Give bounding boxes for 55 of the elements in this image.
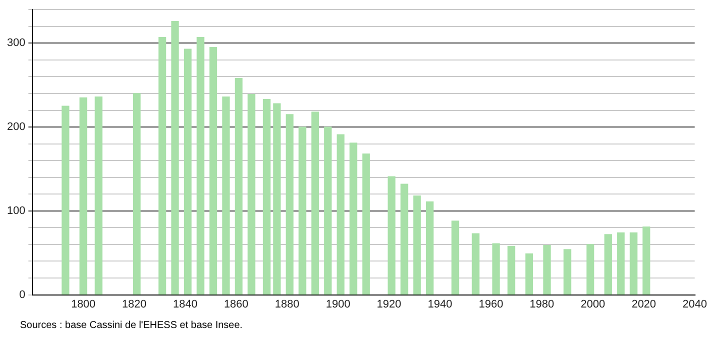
bar <box>171 21 179 295</box>
bar <box>298 126 306 295</box>
bar <box>525 253 533 295</box>
bar <box>564 249 572 295</box>
bar <box>222 96 230 295</box>
x-tick-label: 1800 <box>71 298 96 310</box>
bar <box>451 220 460 295</box>
x-tick-label: 1920 <box>376 298 402 310</box>
y-tick-label: 100 <box>6 204 26 217</box>
bar <box>350 142 358 295</box>
x-tick-label: 1900 <box>326 298 350 310</box>
bar <box>262 99 271 295</box>
bar <box>234 78 243 295</box>
y-tick-label: 300 <box>6 37 26 50</box>
bar <box>273 103 281 295</box>
x-tick-label: 1880 <box>274 298 300 310</box>
x-tick-label: 2040 <box>682 298 708 310</box>
bar <box>388 176 396 295</box>
bar <box>248 94 256 295</box>
bar <box>79 97 88 295</box>
x-tick-label: 2000 <box>580 298 606 310</box>
bar <box>196 36 204 295</box>
bar <box>94 96 102 295</box>
bar <box>426 201 434 295</box>
bar <box>324 126 332 295</box>
bar <box>492 243 500 295</box>
x-tick-label: 1860 <box>224 298 248 310</box>
bar <box>362 154 370 295</box>
y-tick-label: 0 <box>19 288 26 301</box>
bar <box>286 114 294 295</box>
bar <box>642 226 650 295</box>
y-tick-label: 200 <box>6 121 26 134</box>
source-note: Sources : base Cassini de l'EHESS et base Insee. <box>20 320 243 331</box>
bar <box>62 106 70 295</box>
bar <box>586 244 594 295</box>
x-tick-label: 1820 <box>122 298 147 310</box>
bar <box>209 47 218 295</box>
x-tick-label: 1980 <box>530 298 554 310</box>
bar <box>617 232 625 295</box>
bar <box>508 246 516 295</box>
bar <box>604 234 612 295</box>
bar <box>413 195 421 295</box>
bar <box>132 93 141 295</box>
x-tick-label: 2020 <box>632 298 656 310</box>
bar <box>400 184 408 295</box>
bar <box>158 36 166 295</box>
x-tick-label: 1840 <box>172 298 198 310</box>
bar <box>472 233 480 295</box>
bar <box>630 232 638 295</box>
bar <box>184 48 192 295</box>
x-tick-label: 1960 <box>478 298 504 310</box>
bar <box>311 112 319 295</box>
x-tick-label: 1940 <box>428 298 452 310</box>
bar <box>336 134 344 295</box>
bar <box>543 244 551 295</box>
